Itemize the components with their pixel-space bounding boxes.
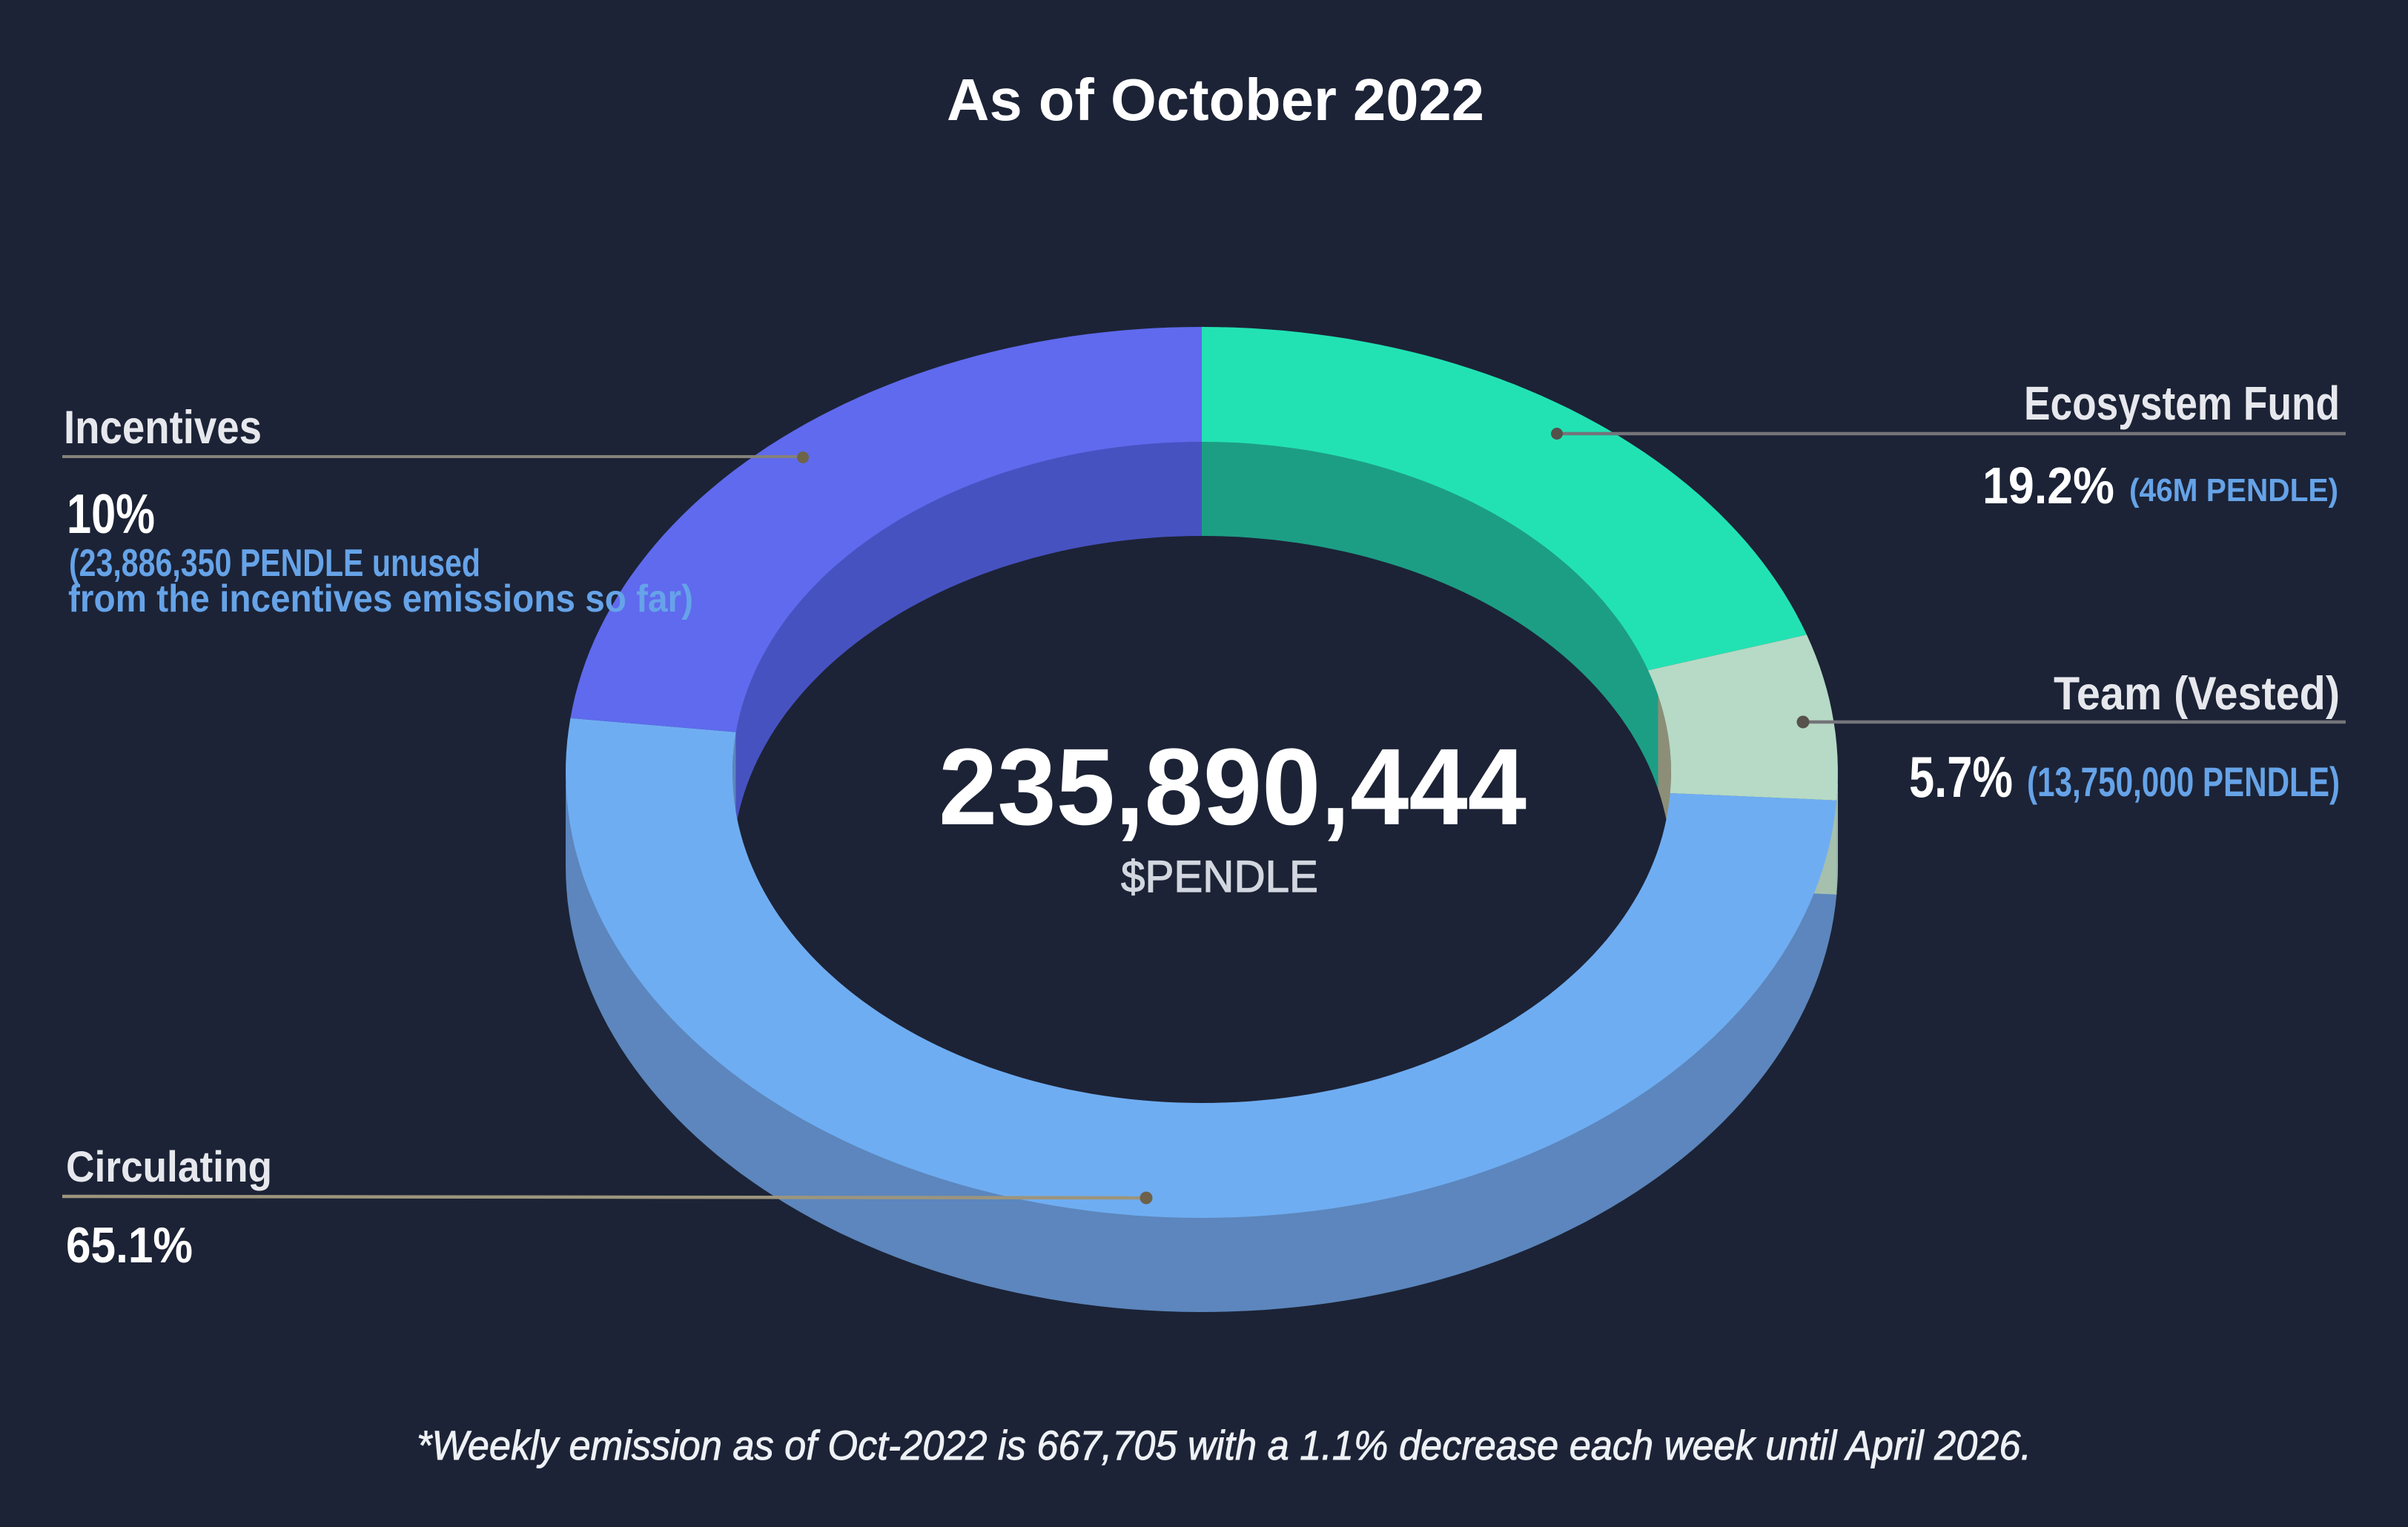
svg-text:19.2%: 19.2% (1982, 457, 2114, 514)
svg-text:*Weekly emission as of Oct-202: *Weekly emission as of Oct-2022 is 667,7… (417, 1422, 2031, 1468)
svg-text:10%: 10% (67, 483, 155, 545)
svg-text:5.7%: 5.7% (1909, 744, 2013, 809)
svg-text:65.1%: 65.1% (66, 1217, 193, 1273)
svg-text:$PENDLE: $PENDLE (1121, 852, 1318, 901)
svg-text:Ecosystem Fund: Ecosystem Fund (2024, 377, 2340, 430)
svg-text:Circulating: Circulating (66, 1143, 272, 1191)
svg-text:(23,886,350 PENDLE unused: (23,886,350 PENDLE unused (69, 542, 480, 585)
svg-text:235,890,444: 235,890,444 (939, 726, 1526, 848)
svg-text:As of October 2022: As of October 2022 (947, 67, 1484, 133)
svg-text:(46M PENDLE): (46M PENDLE) (2129, 472, 2338, 509)
svg-text:from the incentives emissions: from the incentives emissions so far) (68, 577, 693, 620)
svg-text:(13,750,000 PENDLE): (13,750,000 PENDLE) (2027, 758, 2340, 805)
svg-text:Team (Vested): Team (Vested) (2054, 668, 2340, 720)
svg-text:Incentives: Incentives (64, 402, 262, 454)
